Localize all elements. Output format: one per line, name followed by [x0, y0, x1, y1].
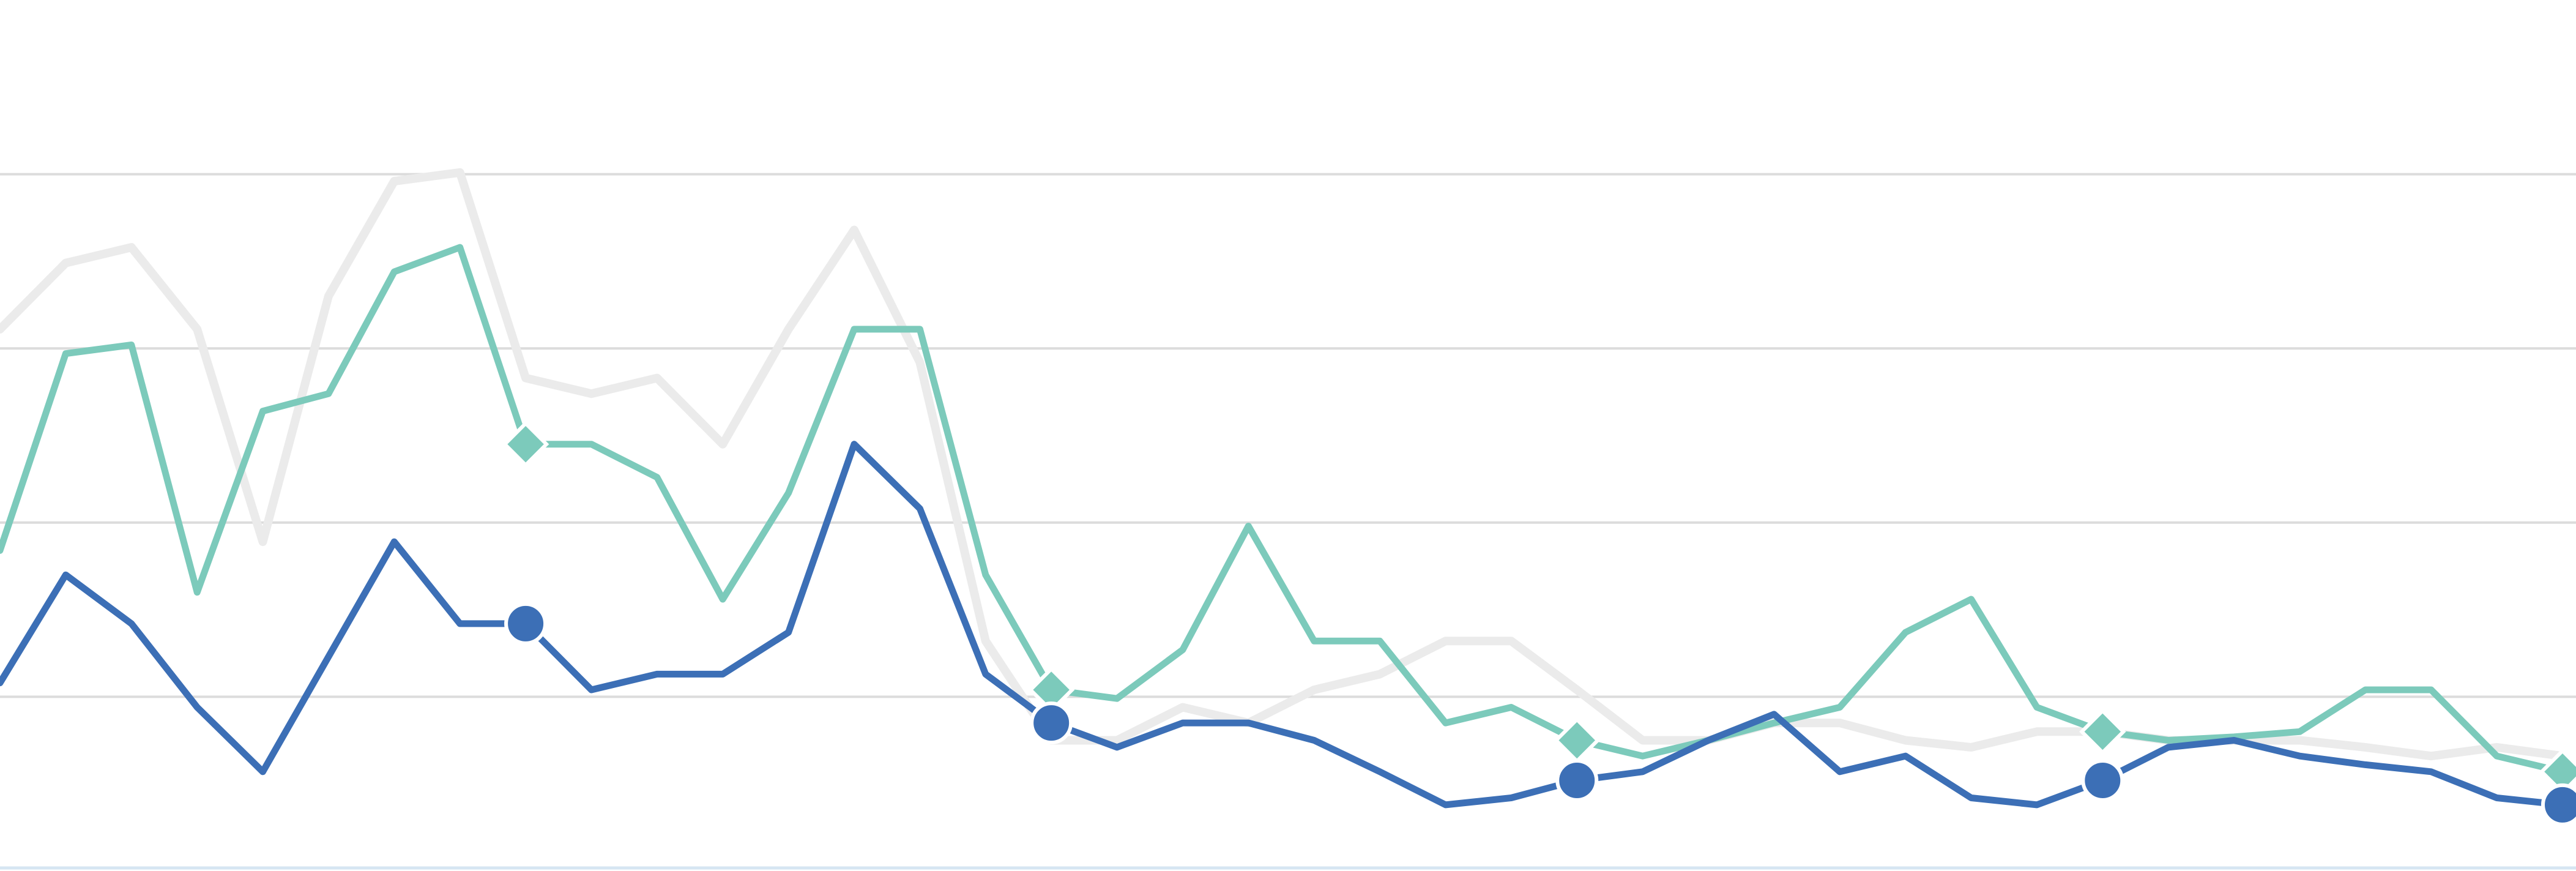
point-marker — [504, 602, 548, 645]
point-marker — [1553, 717, 1601, 764]
point-marker — [502, 421, 549, 468]
point-marker — [2541, 783, 2576, 826]
series-line — [0, 168, 2567, 761]
point-marker — [1555, 759, 1599, 802]
series-line — [0, 441, 2566, 809]
point-marker — [1030, 701, 1073, 745]
point-marker — [2081, 759, 2124, 802]
point-marker — [2079, 708, 2126, 755]
series-line — [0, 244, 2566, 776]
